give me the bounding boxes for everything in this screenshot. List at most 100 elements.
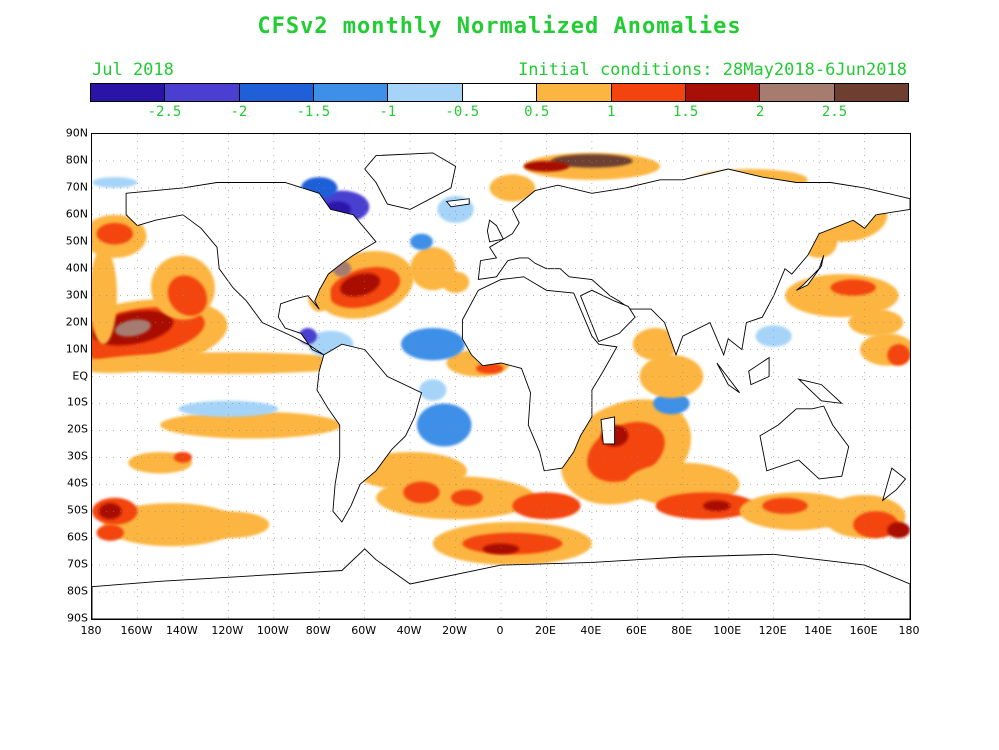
latitude-label: 30S — [67, 449, 88, 463]
latitude-label: EQ — [72, 369, 88, 382]
latitude-label: 10S — [67, 395, 88, 409]
landmass — [796, 255, 825, 291]
colorbar-tick-label: -2.5 — [147, 104, 182, 120]
latitude-label: 50N — [65, 234, 88, 248]
colorbar-tick-label: 1.5 — [672, 104, 699, 120]
latitude-label: 90N — [65, 126, 88, 140]
anomaly-region — [187, 511, 270, 539]
latitude-label: 20S — [67, 422, 88, 436]
longitude-label: 0 — [496, 624, 504, 637]
initial-conditions: Initial conditions: 28May2018-6Jun2018 — [518, 60, 907, 80]
longitude-label: 160E — [849, 624, 878, 637]
longitude-label: 140W — [165, 624, 198, 637]
anomaly-region — [762, 497, 808, 514]
anomaly-region — [550, 154, 633, 168]
anomaly-region — [830, 279, 876, 296]
colorbar-segment — [314, 84, 389, 101]
landmass — [125, 182, 377, 356]
anomaly-region — [96, 222, 133, 245]
landmass — [716, 362, 740, 394]
landmass — [759, 405, 850, 480]
map-svg — [92, 134, 910, 619]
landmass — [364, 152, 457, 210]
anomaly-region — [639, 354, 704, 399]
longitude-label: 80W — [305, 624, 331, 637]
colorbar-segment — [462, 84, 538, 101]
colorbar-tick-label: 2.5 — [821, 104, 848, 120]
continents — [92, 152, 910, 619]
anomaly-region — [887, 522, 910, 539]
anomaly-region — [441, 271, 470, 293]
colorbar-tick-label: 2 — [755, 104, 765, 120]
anomaly-region — [160, 411, 342, 439]
longitude-label: 100E — [713, 624, 742, 637]
forecast-month: Jul 2018 — [92, 60, 174, 80]
anomaly-region — [92, 177, 138, 188]
landmass — [748, 356, 770, 386]
colorbar-segment — [834, 84, 908, 101]
longitude-label: 120E — [758, 624, 787, 637]
longitude-label: 80E — [671, 624, 693, 637]
anomaly-region — [178, 400, 279, 417]
landmass — [461, 276, 618, 472]
colorbar-segment — [388, 84, 463, 101]
colorbar-tick-label: -2 — [230, 104, 248, 120]
colorbar-segment — [685, 84, 761, 101]
anomaly-region — [92, 352, 365, 374]
anomaly-region — [653, 392, 690, 415]
anomaly-region — [482, 543, 520, 555]
landmass — [579, 289, 636, 343]
colorbar-segment — [611, 84, 686, 101]
longitude-label: 120W — [211, 624, 244, 637]
colorbar-tick-label: 0.5 — [524, 104, 550, 120]
longitude-label: 40E — [580, 624, 602, 637]
anomaly-region — [848, 309, 904, 337]
longitude-label: 100W — [256, 624, 289, 637]
longitude-label: 60E — [625, 624, 647, 637]
colorbar-segment — [239, 84, 315, 101]
longitude-label: 140E — [804, 624, 833, 637]
latitude-label: 10N — [65, 342, 88, 356]
anomaly-region — [632, 328, 679, 361]
colorbar-tick-label: -1 — [379, 104, 397, 120]
colorbar-segment — [760, 84, 835, 101]
latitude-label: 90S — [67, 611, 88, 625]
anomaly-region — [523, 160, 570, 172]
anomaly-region — [755, 325, 792, 347]
longitude-label: 180 — [80, 624, 102, 637]
anomaly-region — [340, 273, 381, 297]
longitude-label: 40W — [396, 624, 422, 637]
anomaly-region — [451, 489, 483, 506]
anomaly-region — [416, 403, 472, 447]
latitude-label: 80N — [65, 153, 88, 167]
colorbar-segment — [165, 84, 240, 101]
landmass — [486, 219, 504, 243]
latitude-label: 60S — [67, 530, 88, 544]
latitude-label: 80S — [67, 584, 88, 598]
latitude-label: 60N — [65, 207, 88, 221]
anomaly-region — [92, 247, 117, 345]
landmass — [797, 378, 844, 405]
landmass — [316, 343, 423, 523]
map-title: CFSv2 monthly Normalized Anomalies — [257, 14, 742, 39]
landmass — [600, 416, 616, 445]
anomaly-region — [703, 500, 731, 512]
latitude-label: 70S — [67, 557, 88, 571]
colorbar-segment — [91, 84, 166, 101]
colorbar — [90, 83, 909, 102]
anomaly-region — [98, 503, 122, 520]
colorbar-segment — [537, 84, 612, 101]
anomaly-region — [853, 511, 899, 539]
latitude-label: 70N — [65, 180, 88, 194]
longitude-label: 180 — [898, 624, 920, 637]
longitude-label: 20W — [442, 624, 467, 637]
latitude-label: 40S — [67, 476, 88, 490]
landmass — [881, 467, 907, 502]
landmass — [92, 548, 910, 619]
anomaly-region — [114, 319, 151, 337]
anomaly-region — [419, 379, 447, 401]
latitude-label: 20N — [65, 315, 88, 329]
anomaly-region — [96, 524, 124, 541]
longitude-label: 20E — [534, 624, 556, 637]
anomaly-map — [91, 133, 911, 620]
